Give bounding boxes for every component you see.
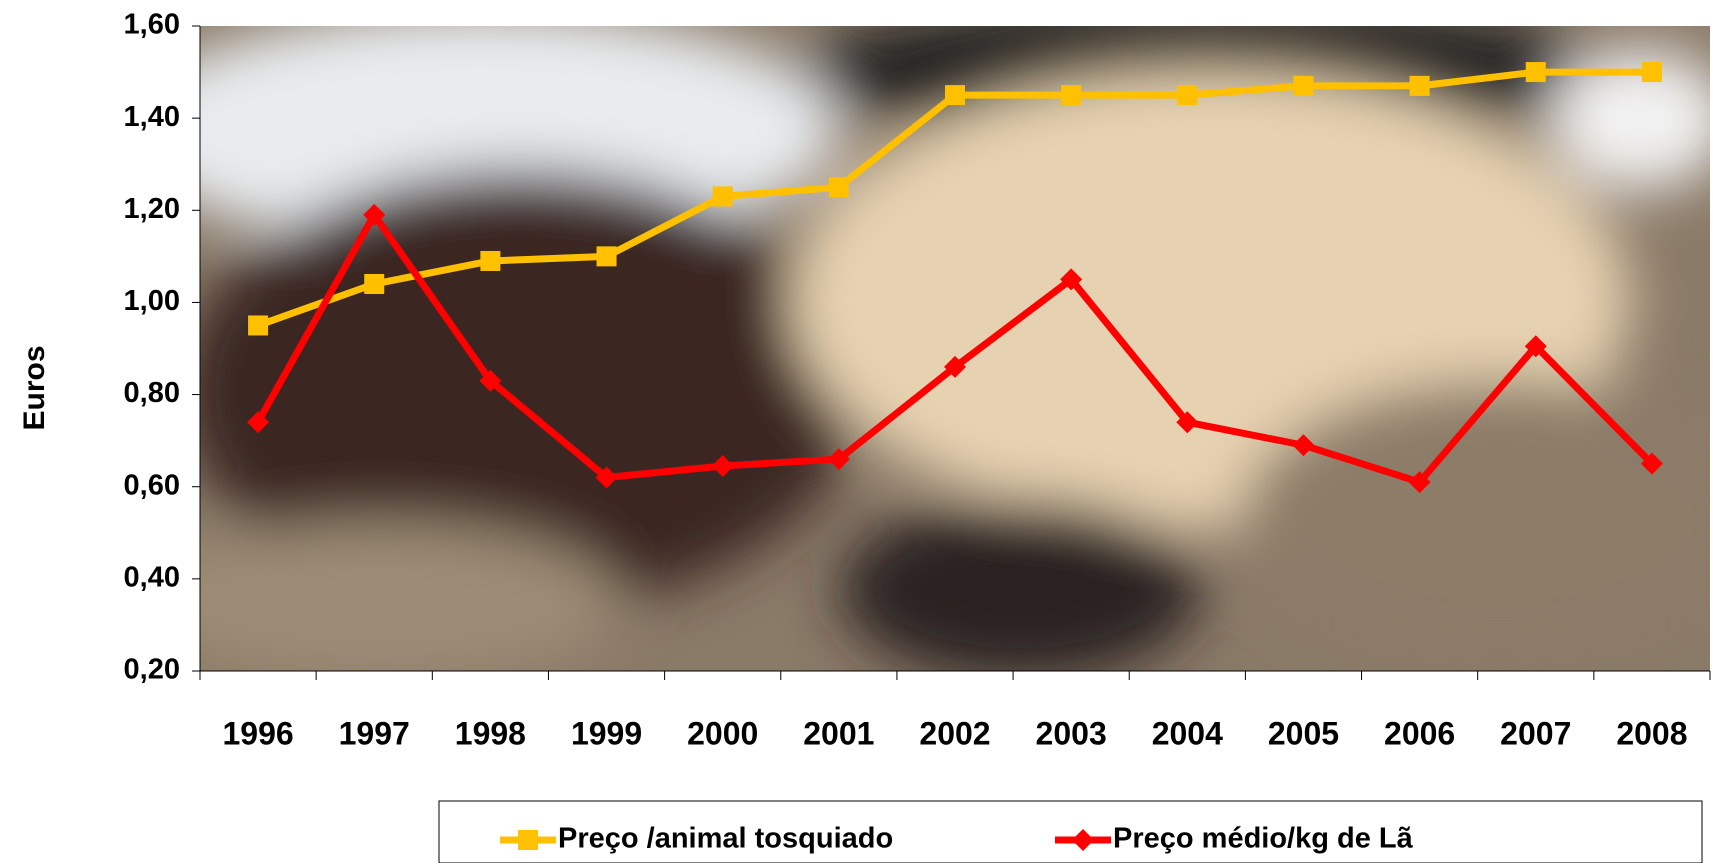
point bbox=[1061, 85, 1081, 105]
chart: Euros 0,20 0,40 0,60 0,80 1,00 1,20 1,40 1,60 19… bbox=[0, 0, 1713, 863]
y-tick-label: 0,60 bbox=[124, 469, 180, 501]
y-tick-label: 0,40 bbox=[124, 562, 180, 594]
point bbox=[829, 177, 849, 197]
x-tick-label: 2001 bbox=[803, 715, 874, 751]
point bbox=[597, 246, 617, 266]
legend-label: Preço médio/kg de Lã bbox=[1113, 823, 1414, 855]
y-tick-label: 0,20 bbox=[124, 654, 180, 686]
point bbox=[945, 85, 965, 105]
x-tick-label: 2004 bbox=[1152, 715, 1223, 751]
x-tick-label: 2008 bbox=[1616, 715, 1687, 751]
y-tick-label: 1,40 bbox=[124, 101, 180, 133]
page: {"chart_data": {"type": "line", "y_label… bbox=[0, 0, 1713, 863]
x-tick-label: 2002 bbox=[919, 715, 990, 751]
x-tick-label: 1997 bbox=[339, 715, 410, 751]
y-tick-label: 0,80 bbox=[124, 377, 180, 409]
legend-label: Preço /animal tosquiado bbox=[558, 823, 893, 855]
y-tick-label: 1,20 bbox=[124, 193, 180, 225]
point bbox=[713, 186, 733, 206]
point bbox=[1177, 85, 1197, 105]
point bbox=[1526, 62, 1546, 82]
x-tick-label: 2000 bbox=[687, 715, 758, 751]
point bbox=[364, 274, 384, 294]
y-axis-label: Euros bbox=[18, 345, 51, 430]
x-tick-label: 2003 bbox=[1036, 715, 1107, 751]
point bbox=[1293, 76, 1313, 96]
point bbox=[248, 315, 268, 335]
point bbox=[1410, 76, 1430, 96]
point bbox=[480, 251, 500, 271]
point bbox=[518, 830, 538, 850]
x-tick-label: 1998 bbox=[455, 715, 526, 751]
point bbox=[1642, 62, 1662, 82]
x-tick-label: 2005 bbox=[1268, 715, 1339, 751]
x-tick-label: 2006 bbox=[1384, 715, 1455, 751]
x-tick-label: 1996 bbox=[222, 715, 293, 751]
background-photo bbox=[120, 0, 1713, 680]
x-tick-label: 2007 bbox=[1500, 715, 1571, 751]
x-tick-label: 1999 bbox=[571, 715, 642, 751]
y-tick-label: 1,60 bbox=[124, 9, 180, 41]
y-tick-label: 1,00 bbox=[124, 285, 180, 317]
